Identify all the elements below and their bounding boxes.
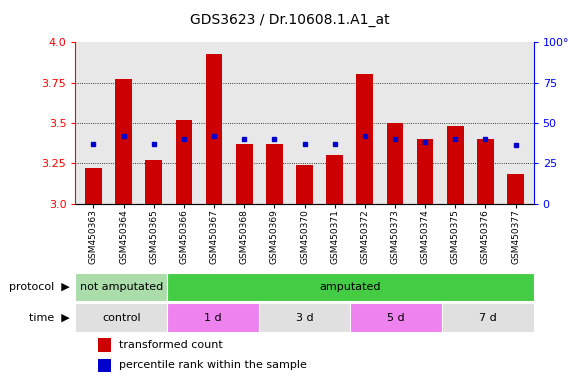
Bar (167, 303, 259, 332)
Bar (75, 273, 167, 301)
Text: time  ▶: time ▶ (29, 313, 70, 323)
Text: transformed count: transformed count (119, 340, 223, 350)
Text: amputated: amputated (320, 282, 381, 292)
Bar (296, 165, 313, 204)
Bar (477, 139, 494, 204)
Text: control: control (102, 313, 140, 323)
Bar (176, 120, 192, 204)
Text: not amputated: not amputated (79, 282, 163, 292)
Bar (206, 53, 222, 204)
Bar (259, 303, 350, 332)
Text: 1 d: 1 d (204, 313, 222, 323)
Bar (85, 168, 101, 204)
Bar (75, 303, 167, 332)
Bar (266, 144, 282, 204)
Bar (508, 174, 524, 204)
Text: 3 d: 3 d (296, 313, 313, 323)
Bar (99, 338, 111, 352)
Text: protocol  ▶: protocol ▶ (9, 282, 70, 292)
Bar (327, 155, 343, 204)
Bar (99, 359, 111, 372)
Text: GDS3623 / Dr.10608.1.A1_at: GDS3623 / Dr.10608.1.A1_at (190, 13, 390, 27)
Bar (167, 273, 534, 301)
Bar (442, 303, 534, 332)
Bar (357, 74, 373, 204)
Bar (146, 160, 162, 204)
Text: 5 d: 5 d (387, 313, 405, 323)
Bar (387, 123, 403, 204)
Bar (350, 303, 442, 332)
Text: 7 d: 7 d (479, 313, 496, 323)
Bar (417, 139, 433, 204)
Bar (447, 126, 463, 204)
Bar (115, 79, 132, 204)
Bar (236, 144, 252, 204)
Text: percentile rank within the sample: percentile rank within the sample (119, 361, 307, 371)
